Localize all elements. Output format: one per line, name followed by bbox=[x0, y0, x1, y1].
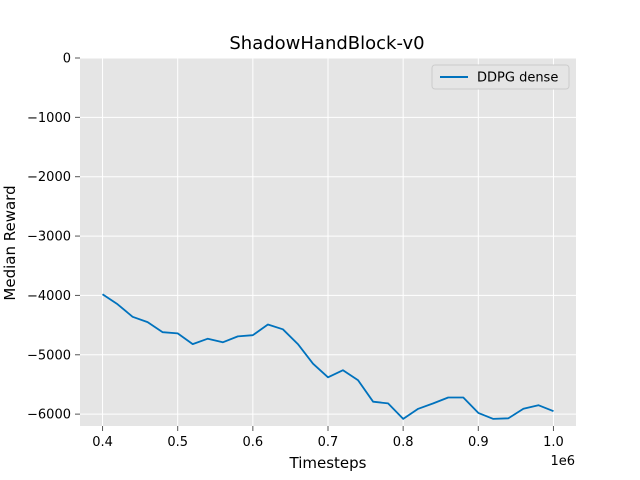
legend: DDPG dense bbox=[431, 64, 570, 90]
gridlines bbox=[80, 57, 576, 426]
y-tick-label: −6000 bbox=[27, 408, 71, 423]
y-tick-label: 0 bbox=[63, 52, 71, 67]
y-axis-label: Median Reward bbox=[1, 185, 19, 300]
y-tick-label: −5000 bbox=[27, 348, 71, 363]
x-tick-label: 0.5 bbox=[167, 435, 188, 450]
y-tick-label: −4000 bbox=[27, 289, 71, 304]
y-tick-label: −1000 bbox=[27, 111, 71, 126]
x-axis-ticks: 0.4 0.5 0.6 0.7 0.8 0.9 1.0 bbox=[92, 426, 564, 450]
y-tick-label: −2000 bbox=[27, 170, 71, 185]
y-axis-ticks: 0 −1000 −2000 −3000 −4000 −5000 −6000 bbox=[27, 52, 80, 423]
x-tick-label: 0.9 bbox=[468, 435, 489, 450]
x-tick-label: 1.0 bbox=[543, 435, 564, 450]
series-lines bbox=[101, 293, 554, 420]
x-axis-offset-label: 1e6 bbox=[550, 454, 575, 469]
x-tick-label: 0.8 bbox=[393, 435, 414, 450]
x-tick-label: 0.4 bbox=[92, 435, 113, 450]
y-tick-label: −3000 bbox=[27, 230, 71, 245]
x-axis-label: Timesteps bbox=[289, 454, 367, 472]
legend-entry-label: DDPG dense bbox=[477, 71, 558, 86]
series-line-ddpg-dense bbox=[101, 293, 554, 420]
x-tick-label: 0.7 bbox=[318, 435, 339, 450]
legend-box bbox=[431, 64, 570, 90]
x-tick-label: 0.6 bbox=[243, 435, 264, 450]
chart-title: ShadowHandBlock-v0 bbox=[229, 33, 424, 54]
